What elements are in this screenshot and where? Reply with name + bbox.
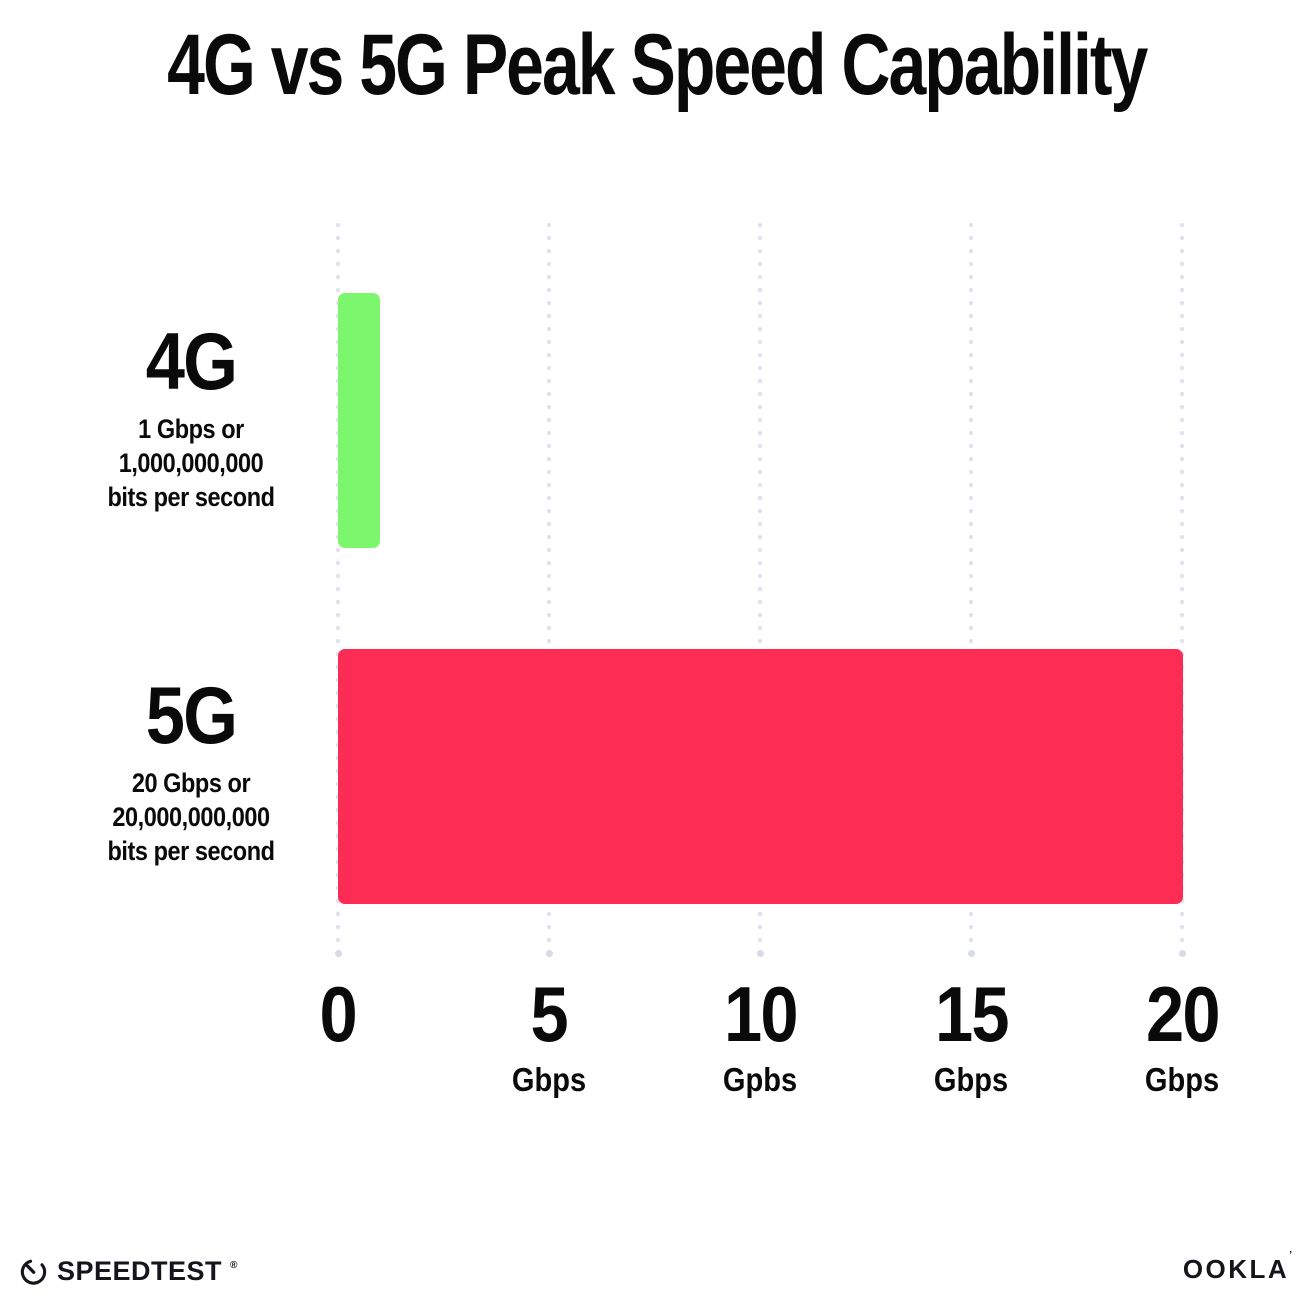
category-label-4g: 4G [145, 317, 238, 407]
gridline-10 [756, 223, 764, 957]
ookla-wordmark: OOKLA [1182, 1254, 1290, 1284]
category-desc-4g: 1 Gbps or 1,000,000,000 bits per second [43, 412, 339, 514]
x-tick-unit: Gpbs [722, 1061, 798, 1098]
x-tick-10: 10 Gpbs [640, 975, 880, 1096]
gridline-20 [1178, 223, 1186, 957]
desc-line: 1 Gbps or [138, 414, 244, 444]
x-tick-unit: Gbps [1144, 1061, 1220, 1098]
desc-line: 20,000,000,000 [112, 802, 270, 832]
trademark-tick: ’ [1289, 1250, 1292, 1262]
desc-line: bits per second [107, 836, 275, 866]
x-tick-number: 15 [934, 970, 1010, 1058]
desc-line: 20 Gbps or [131, 768, 251, 798]
bar-4g [338, 293, 380, 548]
row-label-5g: 5G 20 Gbps or 20,000,000,000 bits per se… [43, 676, 339, 868]
ookla-logo: OOKLA’ [1182, 1250, 1292, 1285]
x-tick-5: 5 Gbps [429, 975, 669, 1096]
x-tick-number: 10 [723, 970, 799, 1058]
row-label-4g: 4G 1 Gbps or 1,000,000,000 bits per seco… [43, 322, 339, 514]
desc-line: bits per second [107, 482, 275, 512]
speedtest-logo: SPEEDTEST ® [18, 1256, 237, 1287]
x-tick-unit: Gbps [933, 1061, 1009, 1098]
gridline-15 [967, 223, 975, 957]
x-tick-number: 0 [319, 970, 358, 1058]
category-desc-5g: 20 Gbps or 20,000,000,000 bits per secon… [43, 766, 339, 868]
x-tick-number: 5 [530, 970, 569, 1058]
category-label-5g: 5G [145, 671, 238, 761]
bar-5g [338, 649, 1183, 904]
gridline-0 [334, 223, 342, 957]
desc-line: 1,000,000,000 [118, 448, 264, 478]
speedtest-wordmark: SPEEDTEST [57, 1256, 223, 1286]
registered-mark: ® [230, 1260, 238, 1271]
x-tick-0: 0 [218, 975, 458, 1063]
x-tick-number: 20 [1145, 970, 1221, 1058]
x-tick-15: 15 Gbps [851, 975, 1091, 1096]
x-tick-unit: Gbps [511, 1061, 587, 1098]
gridline-5 [545, 223, 553, 957]
speedtest-gauge-icon [20, 1259, 47, 1285]
chart-title: 4G vs 5G Peak Speed Capability [167, 17, 1148, 113]
x-tick-20: 20 Gbps [1062, 975, 1302, 1096]
